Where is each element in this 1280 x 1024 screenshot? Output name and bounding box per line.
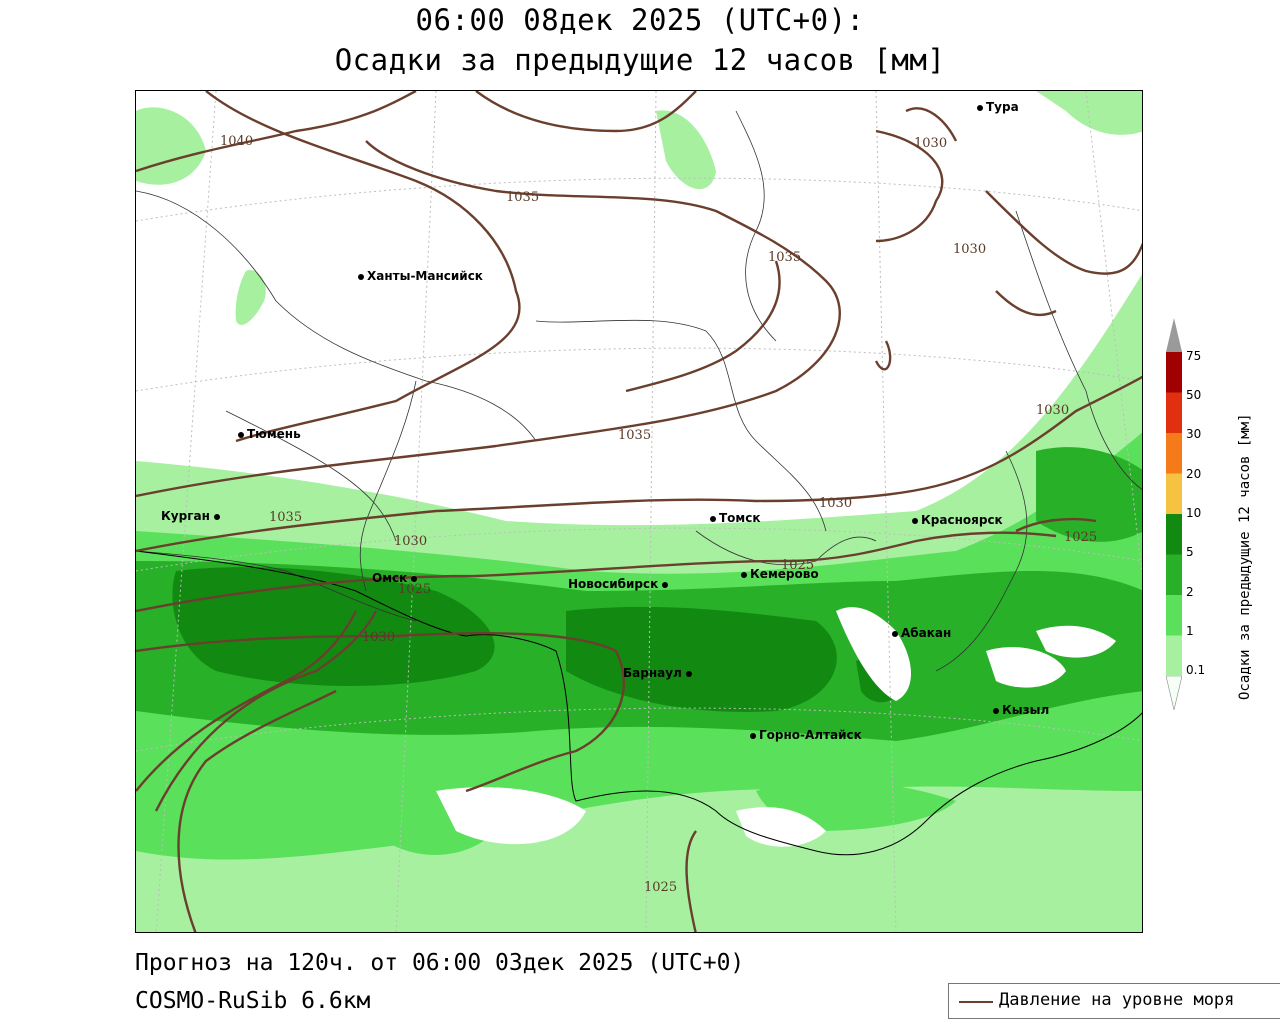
colorbar-band — [1166, 554, 1182, 595]
isobar-label: 1035 — [768, 250, 802, 265]
city-dot — [977, 104, 983, 111]
isobar-legend: Давление на уровне моря — [948, 983, 1280, 1019]
city-marker: Ханты-Мансийск — [358, 269, 483, 283]
colorbar-band — [1166, 595, 1182, 636]
city-label: Кызыл — [1002, 703, 1050, 717]
city-dot — [912, 517, 918, 524]
isobar-label: 1030 — [362, 630, 396, 645]
city-marker: Кызыл — [993, 703, 1049, 717]
isobar-label: 1035 — [618, 428, 652, 443]
colorbar-tick-label: 10 — [1186, 506, 1202, 520]
city-dot — [411, 575, 418, 582]
isobar-label: 1035 — [269, 510, 303, 525]
colorbar-tick-label: 0.1 — [1186, 663, 1206, 677]
colorbar-tick-label: 1 — [1186, 624, 1194, 638]
colorbar-lower-arrow — [1166, 675, 1182, 710]
isobar-label: 1030 — [914, 136, 948, 151]
city-marker: Барнаул — [623, 666, 695, 680]
city-marker: Тюмень — [238, 427, 301, 441]
map-subtitle: Осадки за предыдущие 12 часов [мм] — [334, 43, 946, 77]
city-label: Горно-Алтайск — [759, 728, 862, 742]
isobar-label: 1025 — [398, 582, 432, 597]
city-marker: Омск — [372, 571, 420, 585]
state-border — [136, 550, 1142, 856]
city-label: Абакан — [901, 626, 952, 640]
model-name: COSMO-RuSib 6.6км — [135, 988, 371, 1014]
city-label: Томск — [719, 511, 761, 525]
isobars — [136, 91, 1142, 932]
isobar-label: 1025 — [644, 880, 678, 895]
city-label: Барнаул — [623, 666, 682, 680]
city-dot — [710, 515, 716, 522]
colorbar-tick-label: 50 — [1186, 388, 1202, 402]
city-label: Омск — [372, 571, 408, 585]
isobar-label: 1025 — [1064, 530, 1098, 545]
city-dot — [741, 571, 747, 578]
city-label: Курган — [161, 509, 210, 523]
city-marker: Кемерово — [741, 567, 819, 581]
colorbar-band — [1166, 473, 1182, 514]
city-label: Ханты-Мансийск — [367, 269, 483, 283]
isobar-legend-swatch — [959, 1001, 993, 1003]
colorbar-tick-label: 20 — [1186, 467, 1202, 481]
city-dot — [993, 707, 999, 714]
city-dot — [662, 581, 669, 588]
city-label: Тюмень — [247, 427, 301, 441]
colorbar-tick-label: 75 — [1186, 349, 1202, 363]
city-marker: Томск — [710, 511, 761, 525]
map-title: 06:00 08дек 2025 (UTC+0): — [415, 3, 865, 37]
city-dot — [892, 630, 898, 637]
colorbar-upper-arrow — [1166, 318, 1182, 352]
precip-gaps — [436, 607, 1116, 847]
city-label: Новосибирск — [568, 577, 659, 591]
isobar-label: 1030 — [1036, 403, 1070, 418]
city-label: Кемерово — [750, 567, 819, 581]
city-marker: Горно-Алтайск — [750, 728, 862, 742]
colorbar-band — [1166, 514, 1182, 555]
colorbar-tick-label: 5 — [1186, 545, 1194, 559]
city-dot — [750, 732, 756, 739]
city-marker: Красноярск — [912, 513, 1003, 527]
city-marker: Курган — [161, 509, 223, 523]
city-marker: Новосибирск — [568, 577, 671, 591]
isobar-label: 1030 — [819, 496, 853, 511]
isobar-label: 1035 — [506, 190, 540, 205]
colorbar-tick-label: 30 — [1186, 427, 1202, 441]
colorbar-band — [1166, 352, 1182, 393]
city-dot — [238, 431, 244, 438]
colorbar-band — [1166, 433, 1182, 474]
map-canvas — [136, 91, 1142, 932]
precip-very-heavy — [172, 567, 901, 712]
city-dot — [358, 273, 364, 280]
isobar-label: 1025 — [781, 558, 815, 573]
isobar-label: 1040 — [220, 134, 254, 149]
isobar-legend-label: Давление на уровне моря — [999, 990, 1235, 1010]
colorbar-title: Осадки за предыдущие 12 часов [мм] — [1237, 413, 1253, 700]
isobar-label: 1030 — [953, 242, 987, 257]
isobar-label: 1030 — [394, 534, 428, 549]
city-marker: Тура — [977, 100, 1019, 114]
precip-colorbar — [1166, 318, 1182, 710]
city-dot — [214, 513, 221, 520]
city-label: Тура — [986, 100, 1019, 114]
city-dot — [686, 670, 693, 677]
city-marker: Абакан — [892, 626, 951, 640]
map-area: 1040 1035 1035 1035 1035 1030 1030 1030 … — [135, 90, 1143, 933]
colorbar-tick-label: 2 — [1186, 585, 1194, 599]
colorbar-band — [1166, 392, 1182, 433]
colorbar-band — [1166, 635, 1182, 676]
forecast-info: Прогноз на 120ч. от 06:00 03дек 2025 (UT… — [135, 950, 745, 976]
city-label: Красноярск — [921, 513, 1003, 527]
graticule — [136, 91, 1142, 932]
